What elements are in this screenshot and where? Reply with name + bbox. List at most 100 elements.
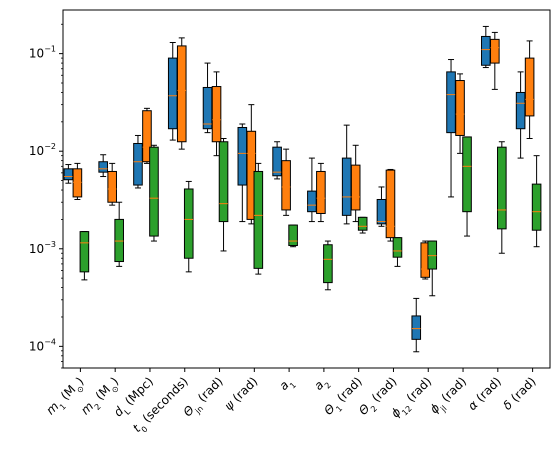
x-tick-label-part: jl <box>438 404 448 414</box>
x-tick-label-part: (rad) <box>436 374 469 407</box>
box-iqr <box>107 170 117 203</box>
box-iqr <box>167 57 178 130</box>
x-tick-label-part: (rad) <box>401 374 434 407</box>
box-iqr <box>316 170 326 214</box>
box-iqr <box>411 315 422 340</box>
box-orange-8 <box>350 144 361 223</box>
box-orange-2 <box>142 107 152 164</box>
x-tick-label: δ (rad) <box>500 374 538 412</box>
y-tick-label: 10−2 <box>29 142 56 158</box>
x-tick-label: α (rad) <box>465 374 504 413</box>
y-tick-label: 10−4 <box>29 337 56 353</box>
box-green-13 <box>531 155 542 248</box>
box-blue-4 <box>202 62 213 134</box>
box-iqr <box>98 161 108 173</box>
y-axis: 10−410−310−210−1 <box>29 23 63 369</box>
box-iqr <box>176 45 187 143</box>
box-iqr <box>531 183 542 231</box>
y-tick-exponent: −2 <box>44 142 56 151</box>
box-iqr <box>63 168 74 181</box>
box-green-12 <box>497 141 507 254</box>
box-iqr <box>142 110 152 163</box>
box-iqr <box>281 160 291 211</box>
box-orange-9 <box>385 168 396 242</box>
x-tick-label: ϕjl (rad) <box>427 374 472 419</box>
x-tick-label: ψ (rad) <box>222 374 261 413</box>
box-iqr <box>481 35 491 66</box>
box-iqr <box>497 146 507 230</box>
box-blue-0 <box>63 164 74 184</box>
box-orange-13 <box>524 40 535 139</box>
y-tick-label: 10−3 <box>29 240 56 256</box>
box-green-2 <box>149 144 159 242</box>
box-green-4 <box>218 137 229 252</box>
x-tick-label-part: (rad) <box>227 374 260 407</box>
y-tick-base: 10 <box>29 47 44 61</box>
box-green-11 <box>462 136 472 237</box>
x-tick-label-part: 2 <box>92 402 102 412</box>
box-iqr <box>385 169 396 239</box>
x-tick-label-part: 1 <box>58 402 68 412</box>
y-tick-base: 10 <box>29 242 44 256</box>
box-orange-0 <box>72 162 83 200</box>
x-tick-label: a2 <box>311 374 332 395</box>
box-iqr <box>350 164 361 211</box>
boxes-layer <box>63 25 542 353</box>
x-tick-label-part: 1 <box>334 404 344 414</box>
box-green-3 <box>183 180 194 273</box>
box-green-5 <box>253 162 264 275</box>
box-orange-4 <box>211 71 222 157</box>
box-iqr <box>462 136 472 213</box>
box-iqr <box>446 71 456 134</box>
x-axis: m1 (M⊙)m2 (M⊙)dL (Mpc)t0 (seconds)Θjn (r… <box>43 368 539 435</box>
box-orange-1 <box>107 162 117 206</box>
box-iqr <box>72 168 83 198</box>
x-tick-label-part: 2 <box>369 404 379 414</box>
box-iqr <box>202 86 213 130</box>
box-green-7 <box>323 240 333 291</box>
box-iqr <box>524 57 535 117</box>
box-iqr <box>490 38 500 64</box>
box-green-6 <box>288 224 298 248</box>
box-orange-7 <box>316 162 326 223</box>
x-tick-label: a1 <box>277 374 298 395</box>
box-blue-6 <box>272 141 282 180</box>
x-tick-label-part: (M <box>55 382 78 405</box>
box-iqr <box>341 157 352 216</box>
x-tick-label-part: 1 <box>288 380 298 390</box>
x-tick-label-part: (M <box>90 382 113 405</box>
box-iqr <box>218 141 229 223</box>
box-blue-7 <box>307 157 317 223</box>
box-iqr <box>133 142 143 186</box>
box-iqr <box>515 91 526 130</box>
plot-frame <box>62 9 551 369</box>
box-iqr <box>253 170 264 269</box>
box-orange-11 <box>455 73 465 154</box>
x-tick-label-part: (rad) <box>366 374 399 407</box>
x-tick-label-part: ) <box>108 374 121 387</box>
y-tick-base: 10 <box>29 144 44 158</box>
box-iqr <box>211 86 222 143</box>
x-tick-label-part: ) <box>73 374 86 387</box>
box-green-1 <box>114 201 124 267</box>
x-tick-label-part: m <box>43 399 61 417</box>
box-iqr <box>288 224 298 247</box>
box-iqr <box>307 190 317 213</box>
box-orange-6 <box>281 148 291 216</box>
box-blue-10 <box>411 297 422 353</box>
x-tick-label-part: (rad) <box>192 374 225 407</box>
box-iqr <box>392 237 403 258</box>
box-green-9 <box>392 237 403 267</box>
box-iqr <box>237 126 248 186</box>
box-iqr <box>455 80 465 136</box>
x-tick-label-part: m <box>78 399 96 417</box>
plot-background <box>63 10 550 368</box>
box-blue-1 <box>98 154 108 178</box>
x-tick-label-part: L <box>122 407 132 417</box>
x-tick-label-part: (rad) <box>505 374 538 407</box>
box-green-0 <box>79 231 90 281</box>
box-iqr <box>79 231 90 273</box>
box-iqr <box>357 216 368 231</box>
